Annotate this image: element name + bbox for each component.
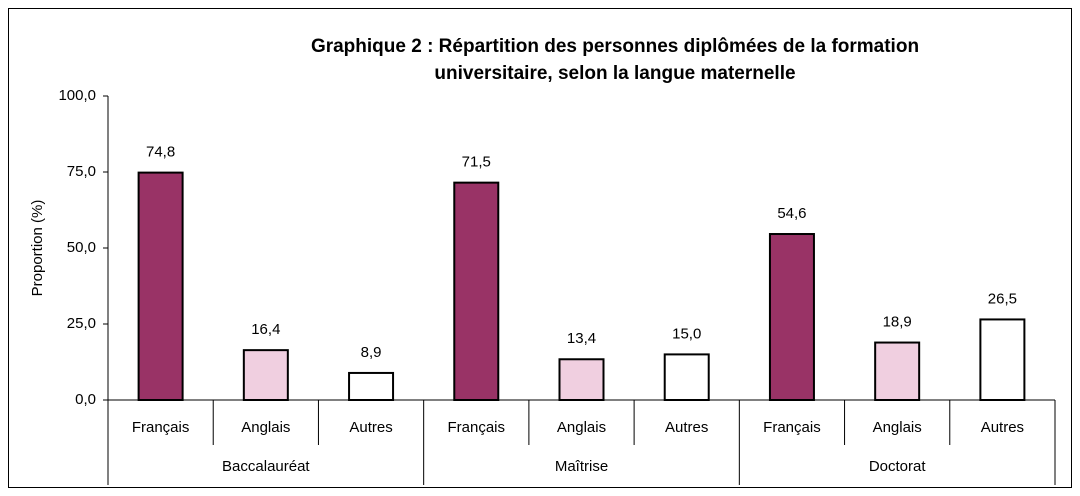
x-tick-label: Anglais: [557, 419, 606, 436]
bar: [663, 353, 710, 401]
value-label: 54,6: [777, 205, 806, 222]
y-tick-label: 100,0: [58, 87, 96, 104]
x-tick-label: Autres: [349, 419, 392, 436]
y-tick-label: 25,0: [67, 315, 96, 332]
x-tick-label: Français: [763, 419, 821, 436]
value-label: 26,5: [988, 290, 1017, 307]
y-tick-label: 75,0: [67, 163, 96, 180]
x-tick-label: Autres: [981, 419, 1024, 436]
bar: [979, 318, 1026, 401]
chart-frame: [8, 8, 1072, 488]
value-label: 18,9: [883, 314, 912, 331]
chart-title: universitaire, selon la langue maternell…: [434, 63, 795, 84]
y-tick-label: 50,0: [67, 239, 96, 256]
y-axis-label: Proportion (%): [29, 200, 46, 297]
x-tick-label: Français: [448, 419, 506, 436]
group-label: Maîtrise: [555, 458, 608, 475]
y-tick-label: 0,0: [75, 391, 96, 408]
value-label: 13,4: [567, 330, 596, 347]
value-label: 8,9: [361, 344, 382, 361]
x-tick-label: Anglais: [241, 419, 290, 436]
group-label: Baccalauréat: [222, 458, 310, 475]
value-label: 74,8: [146, 144, 175, 161]
bar: [453, 181, 500, 401]
bar: [242, 349, 289, 402]
x-tick-label: Français: [132, 419, 190, 436]
bar: [137, 171, 184, 401]
bar: [348, 371, 395, 401]
chart-title: Graphique 2 : Répartition des personnes …: [311, 36, 919, 57]
value-label: 15,0: [672, 325, 701, 342]
bar: [558, 358, 605, 402]
x-tick-label: Autres: [665, 419, 708, 436]
bar: [874, 341, 921, 402]
bar: [768, 233, 815, 401]
group-label: Doctorat: [869, 458, 927, 475]
value-label: 71,5: [462, 154, 491, 171]
x-tick-label: Anglais: [873, 419, 922, 436]
value-label: 16,4: [251, 321, 280, 338]
